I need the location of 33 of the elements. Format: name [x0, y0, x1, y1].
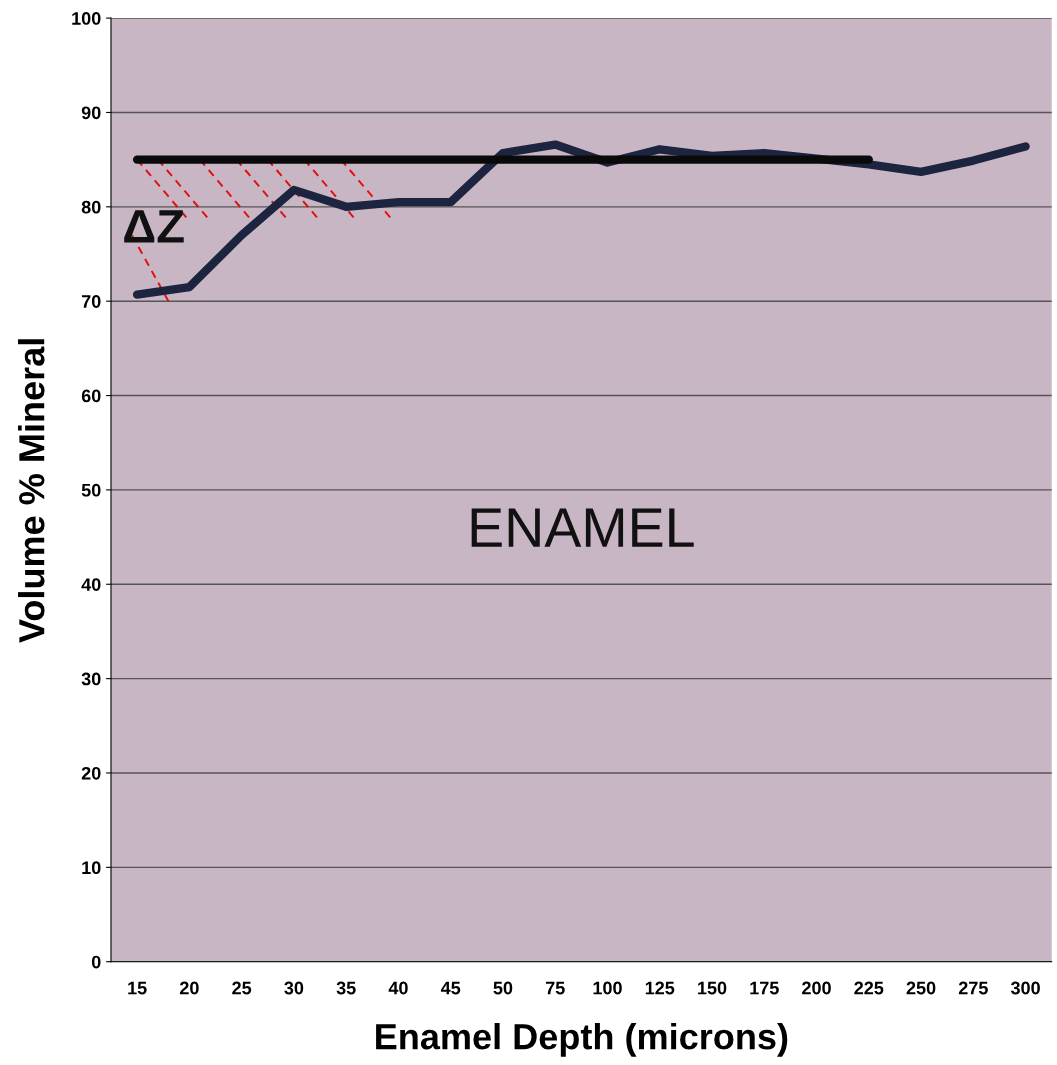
y-tick-label: 50	[81, 483, 101, 497]
y-tick-label: 60	[81, 389, 101, 403]
x-tick-label: 150	[698, 981, 727, 995]
x-tick-label: 200	[802, 981, 831, 995]
y-tick-label: 70	[81, 295, 101, 308]
x-tick-label: 300	[1010, 981, 1040, 995]
x-axis-title: Enamel Depth (microns)	[376, 1022, 788, 1057]
x-tick-label: 15	[128, 981, 147, 995]
x-tick-label: 35	[336, 981, 356, 995]
x-tick-label: 225	[854, 981, 884, 995]
x-tick-label: 275	[958, 981, 988, 995]
x-tick-label: 40	[388, 981, 408, 995]
y-tick-label: 30	[81, 672, 101, 686]
x-tick-label: 250	[906, 981, 936, 995]
x-tick-label: 100	[593, 981, 622, 995]
annotation: ΔZ	[124, 210, 184, 243]
y-axis-title: Volume % Mineral	[18, 339, 45, 643]
x-tick-label: 45	[440, 981, 461, 995]
x-tick-label: 175	[750, 981, 779, 995]
y-tick-label: 80	[81, 200, 101, 214]
x-tick-label: 20	[179, 981, 199, 995]
y-tick-label: 10	[82, 861, 101, 875]
x-tick-label: 125	[645, 981, 675, 995]
x-tick-label: 75	[545, 981, 565, 995]
x-tick-label: 30	[284, 981, 304, 995]
y-tick-label: 0	[91, 955, 101, 969]
x-tick-label: 50	[493, 981, 513, 995]
y-tick-label: 100	[72, 12, 101, 25]
annotation: ENAMEL	[471, 508, 694, 547]
y-tick-label: 40	[81, 578, 101, 591]
y-tick-label: 20	[81, 766, 101, 780]
y-tick-label: 90	[81, 106, 101, 120]
x-tick-label: 25	[232, 981, 252, 995]
